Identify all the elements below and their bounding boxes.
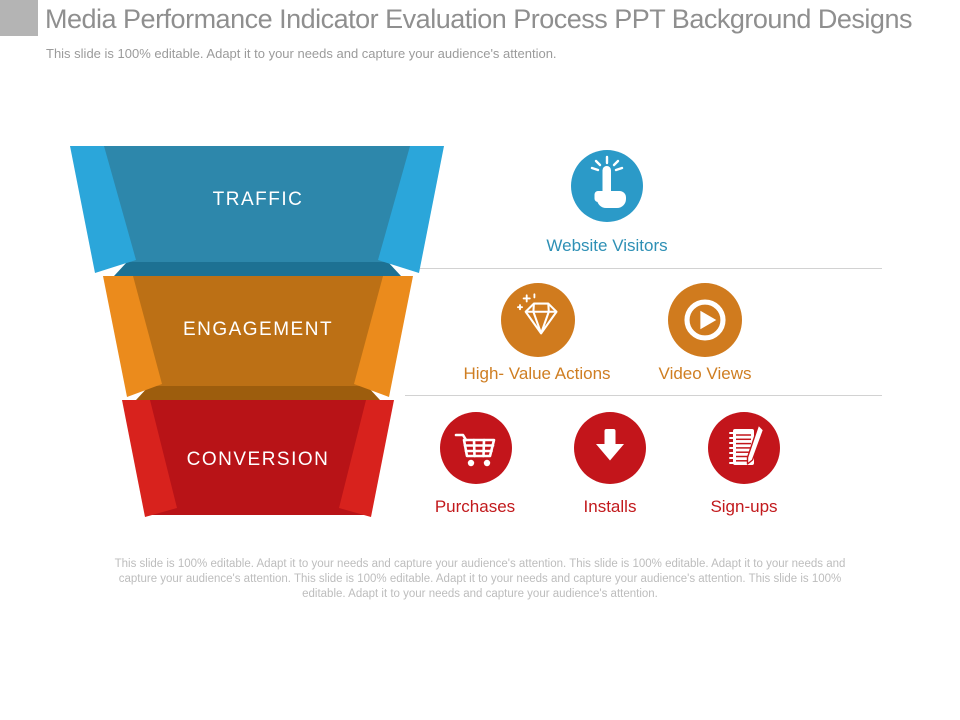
tier-traffic-lip (114, 262, 401, 276)
divider-traffic-engagement (420, 268, 882, 269)
installs-label: Installs (583, 497, 637, 516)
shopping-cart-icon (440, 412, 512, 484)
hand-click-icon (571, 150, 643, 222)
footer-placeholder-text: This slide is 100% editable. Adapt it to… (114, 558, 846, 600)
page-subtitle: This slide is 100% editable. Adapt it to… (46, 46, 557, 61)
high-value-actions-badge (501, 283, 575, 357)
notepad-pen-icon (708, 412, 780, 484)
purchases-badge (440, 412, 512, 484)
tier-conversion-right-flap (339, 400, 394, 517)
tier-conversion-left-flap (122, 400, 177, 517)
corner-accent-square (0, 0, 38, 36)
tier-traffic-right-flap (378, 146, 444, 273)
purchases-label: Purchases (434, 497, 516, 516)
play-circle-icon (668, 283, 742, 357)
tier-label-conversion: CONVERSION (186, 449, 330, 470)
tier-conversion-body (135, 400, 381, 515)
website-visitors-label: Website Visitors (546, 236, 668, 255)
tier-engagement-left-flap (103, 276, 162, 397)
signups-label: Sign-ups (710, 497, 778, 516)
divider-engagement-conversion (405, 395, 882, 396)
video-views-badge (668, 283, 742, 357)
tier-label-traffic: TRAFFIC (212, 189, 304, 210)
tier-traffic-body (94, 146, 421, 262)
website-visitors-badge (571, 150, 643, 222)
funnel-tier-conversion (122, 400, 394, 517)
high-value-actions-label: High- Value Actions (463, 364, 611, 383)
diamond-icon (501, 283, 575, 357)
download-arrow-icon (574, 412, 646, 484)
video-views-label: Video Views (658, 364, 752, 383)
tier-label-engagement: ENGAGEMENT (182, 319, 334, 340)
tier-traffic-left-flap (70, 146, 136, 273)
funnel-tier-engagement (103, 276, 413, 400)
funnel-tier-traffic (70, 146, 444, 276)
installs-badge (574, 412, 646, 484)
tier-engagement-right-flap (354, 276, 413, 397)
tier-engagement-body (120, 276, 396, 386)
signups-badge (708, 412, 780, 484)
page-title: Media Performance Indicator Evaluation P… (45, 4, 912, 34)
tier-engagement-lip (136, 386, 380, 400)
